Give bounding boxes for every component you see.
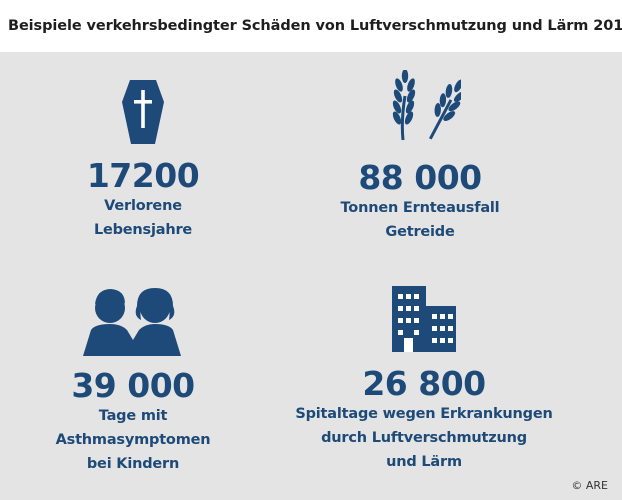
infographic-panel: 17200 Verlorene Lebensjahre — [0, 52, 622, 500]
stat-label: Tage mit Asthmasymptomen bei Kindern — [0, 404, 283, 476]
stat-hospital-days: 26 800 Spitaltage wegen Erkrankungen dur… — [274, 282, 574, 474]
hospital-building-icon — [392, 286, 456, 352]
stat-label-line: Getreide — [385, 224, 455, 240]
stat-label-line: Tage mit — [98, 408, 168, 424]
stat-label: Verlorene Lebensjahre — [0, 194, 293, 242]
children-icon — [83, 288, 181, 356]
stat-label-line: Asthmasymptomen — [55, 432, 211, 448]
stat-lost-life-years: 17200 Verlorene Lebensjahre — [0, 80, 293, 242]
stat-label-line: Spitaltage wegen Erkrankungen — [295, 406, 553, 422]
stat-label: Tonnen Ernteausfall Getreide — [270, 196, 570, 244]
wheat-icon — [392, 70, 461, 141]
title-bar: Beispiele verkehrsbedingter Schäden von … — [0, 0, 622, 52]
page-title: Beispiele verkehrsbedingter Schäden von … — [8, 18, 622, 34]
stat-asthma-days: 39 000 Tage mit Asthmasymptomen bei Kind… — [0, 286, 283, 476]
stat-label-line: und Lärm — [386, 454, 462, 470]
coffin-icon — [122, 80, 164, 144]
stat-label-line: durch Luftverschmutzung — [321, 430, 527, 446]
stat-value: 88 000 — [358, 158, 482, 197]
stat-label: Spitaltage wegen Erkrankungen durch Luft… — [274, 402, 574, 474]
stat-value: 39 000 — [71, 366, 195, 405]
stat-crop-loss: 88 000 Tonnen Ernteausfall Getreide — [270, 70, 570, 244]
stat-value: 17200 — [86, 156, 200, 195]
stat-label-line: bei Kindern — [86, 456, 180, 472]
stat-value: 26 800 — [362, 364, 486, 403]
stat-label-line: Tonnen Ernteausfall — [340, 200, 500, 216]
copyright-notice: © ARE — [571, 479, 608, 492]
stat-label-line: Lebensjahre — [93, 222, 193, 238]
stat-label-line: Verlorene — [104, 198, 182, 214]
